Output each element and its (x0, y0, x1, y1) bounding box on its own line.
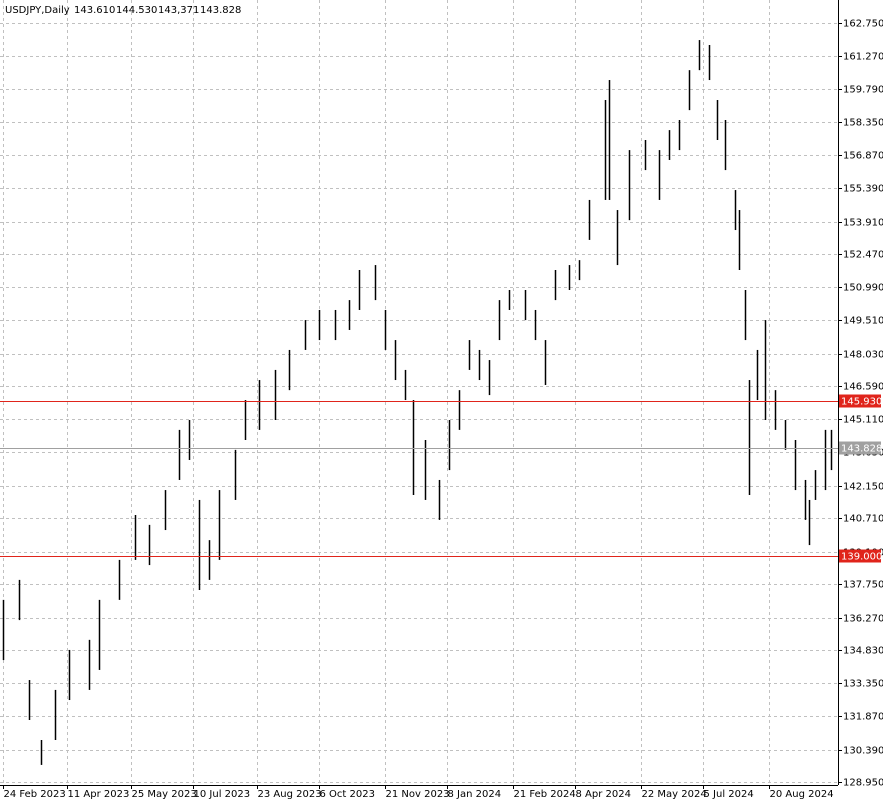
x-tick-label: 8 Jan 2024 (448, 789, 502, 800)
x-tick-label: 25 May 2023 (132, 789, 197, 800)
header: USDJPY,Daily 143.610 144.530 143,371 143… (5, 5, 241, 16)
y-tick-label: 161.270 (843, 52, 883, 63)
x-tick-label: 8 Apr 2024 (576, 789, 631, 800)
x-tick-label: 23 Aug 2023 (258, 789, 322, 800)
level-badge (839, 549, 881, 563)
x-tick-label: 21 Feb 2024 (514, 789, 576, 800)
quote: 143,371 (158, 5, 199, 16)
x-tick-label: 5 Jul 2024 (704, 789, 754, 800)
y-tick-label: 142.150 (843, 482, 883, 493)
y-tick-label: 153.910 (843, 218, 883, 229)
y-tick-label: 130.390 (843, 746, 883, 757)
x-tick-label: 20 Aug 2024 (770, 789, 834, 800)
y-tick-label: 158.350 (843, 118, 883, 129)
y-tick-label: 131.870 (843, 712, 883, 723)
level-label: 145.930 (841, 397, 882, 408)
y-tick-label: 137.750 (843, 580, 883, 591)
y-tick-label: 128.950 (843, 778, 883, 789)
quote: 143.828 (200, 5, 241, 16)
x-tick-label: 24 Feb 2023 (4, 789, 66, 800)
x-tick-label: 10 Jul 2023 (194, 789, 251, 800)
y-tick-label: 136.270 (843, 614, 883, 625)
y-tick-label: 145.110 (843, 415, 883, 426)
x-tick-label: 21 Nov 2023 (386, 789, 450, 800)
x-tick-label: 6 Oct 2023 (320, 789, 375, 800)
y-tick-label: 140.710 (843, 514, 883, 525)
y-tick-label: 133.350 (843, 679, 883, 690)
x-tick-label: 22 May 2024 (642, 789, 707, 800)
y-tick-label: 149.510 (843, 316, 883, 327)
y-tick-label: 159.790 (843, 85, 883, 96)
level-badge (839, 394, 881, 408)
y-tick-label: 156.870 (843, 151, 883, 162)
quote: 143.610 (74, 5, 115, 16)
y-tick-label: 162.750 (843, 19, 883, 30)
quote: 144.530 (116, 5, 157, 16)
y-tick-label: 148.030 (843, 350, 883, 361)
y-tick-label: 146.590 (843, 382, 883, 393)
level-label: 139.000 (841, 552, 882, 563)
y-tick-label: 134.830 (843, 646, 883, 657)
x-tick-label: 11 Apr 2023 (68, 789, 130, 800)
y-tick-label: 155.390 (843, 184, 883, 195)
y-tick-label: 152.470 (843, 250, 883, 261)
level-label: 143.828 (841, 444, 882, 455)
level-badge (839, 441, 881, 455)
chart-title: USDJPY,Daily (5, 5, 70, 16)
y-tick-label: 150.990 (843, 283, 883, 294)
